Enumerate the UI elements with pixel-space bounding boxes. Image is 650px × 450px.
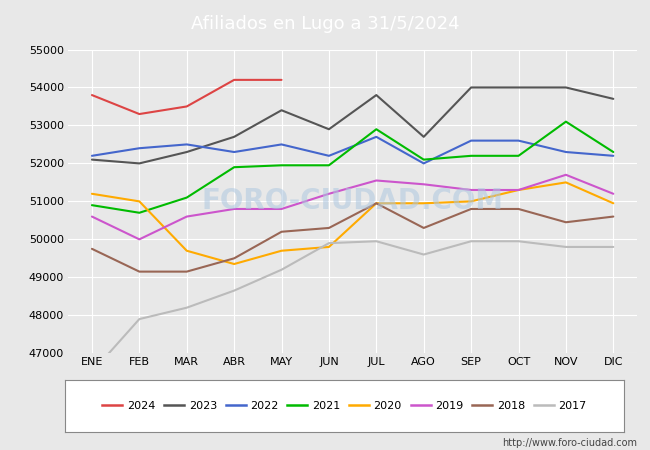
- Legend: 2024, 2023, 2022, 2021, 2020, 2019, 2018, 2017: 2024, 2023, 2022, 2021, 2020, 2019, 2018…: [98, 397, 591, 415]
- Text: FORO-CIUDAD.COM: FORO-CIUDAD.COM: [202, 187, 504, 216]
- Text: Afiliados en Lugo a 31/5/2024: Afiliados en Lugo a 31/5/2024: [190, 14, 460, 33]
- Text: http://www.foro-ciudad.com: http://www.foro-ciudad.com: [502, 438, 637, 448]
